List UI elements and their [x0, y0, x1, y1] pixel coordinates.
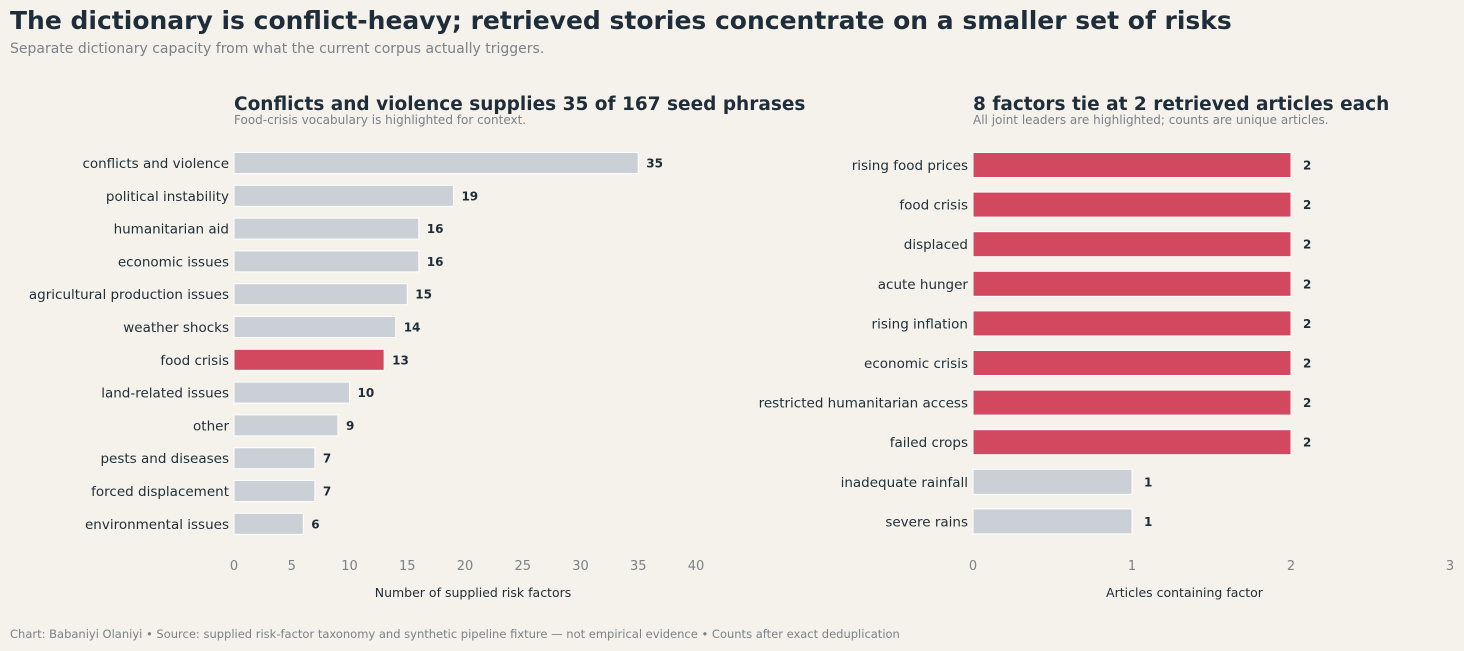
bar-highlighted	[972, 310, 1292, 337]
x-tick-label: 1	[1128, 559, 1136, 574]
bar	[233, 250, 420, 273]
bar-highlighted	[972, 389, 1292, 416]
chart-title: Conflicts and violence supplies 35 of 16…	[234, 94, 805, 115]
category-label: rising food prices	[852, 158, 968, 174]
category-label: agricultural production issues	[29, 287, 229, 303]
data-label: 19	[461, 189, 478, 203]
category-label: food crisis	[899, 198, 968, 214]
category-label: land-related issues	[101, 386, 229, 402]
bar-highlighted	[972, 270, 1292, 297]
retrieved-articles-chart: 8 factors tie at 2 retrieved articles ea…	[759, 94, 1455, 600]
data-label: 2	[1303, 277, 1311, 291]
bar	[233, 480, 316, 502]
x-tick-label: 5	[288, 559, 296, 574]
data-label: 1	[1144, 515, 1152, 529]
bar	[972, 508, 1133, 535]
bar	[233, 414, 339, 437]
category-label: humanitarian aid	[114, 222, 229, 238]
x-axis-label: Number of supplied risk factors	[375, 585, 572, 600]
category-label: inadequate rainfall	[841, 475, 968, 491]
x-tick-label: 0	[230, 559, 238, 574]
data-label: 14	[404, 321, 421, 335]
x-tick-label: 0	[969, 559, 977, 574]
category-label: food crisis	[160, 353, 229, 369]
bar	[233, 184, 454, 207]
data-label: 2	[1303, 317, 1311, 331]
bar	[233, 447, 316, 470]
data-label: 9	[346, 419, 354, 433]
bar-highlighted	[972, 152, 1292, 178]
category-label: restricted humanitarian access	[759, 396, 968, 412]
category-label: other	[193, 418, 229, 434]
data-label: 7	[323, 485, 331, 499]
page-title: The dictionary is conflict-heavy; retrie…	[10, 6, 1232, 35]
data-label: 35	[646, 157, 663, 171]
data-label: 2	[1303, 198, 1311, 212]
data-label: 2	[1303, 436, 1311, 450]
data-label: 15	[415, 288, 432, 302]
x-tick-label: 2	[1287, 559, 1295, 574]
data-label: 10	[358, 386, 375, 400]
bar-highlighted	[972, 350, 1292, 376]
x-tick-label: 15	[399, 559, 416, 574]
bar	[233, 316, 397, 338]
bar	[233, 381, 350, 404]
x-tick-label: 40	[688, 559, 705, 574]
data-label: 7	[323, 452, 331, 466]
category-label: pests and diseases	[100, 451, 229, 467]
page-subtitle: Separate dictionary capacity from what t…	[10, 41, 545, 57]
category-label: conflicts and violence	[82, 156, 229, 172]
bar-highlighted	[972, 191, 1292, 218]
category-label: economic crisis	[864, 356, 968, 372]
category-label: political instability	[106, 189, 229, 205]
x-tick-label: 3	[1446, 559, 1454, 574]
x-tick-label: 35	[630, 559, 647, 574]
category-label: severe rains	[885, 514, 968, 530]
category-label: failed crops	[890, 435, 968, 451]
bar	[972, 468, 1133, 495]
data-label: 1	[1144, 475, 1152, 489]
data-label: 16	[427, 222, 444, 236]
chart-title: 8 factors tie at 2 retrieved articles ea…	[973, 94, 1389, 115]
category-label: weather shocks	[123, 320, 229, 336]
category-label: rising inflation	[872, 316, 968, 332]
bar-highlighted	[972, 231, 1292, 258]
data-label: 6	[311, 517, 319, 531]
category-label: forced displacement	[91, 484, 229, 500]
chart-footer: Chart: Babaniyi Olaniyi • Source: suppli…	[10, 627, 900, 641]
x-axis-label: Articles containing factor	[1106, 585, 1264, 600]
category-label: displaced	[904, 237, 968, 253]
risk-factor-capacity-chart: Conflicts and violence supplies 35 of 16…	[29, 94, 806, 600]
data-label: 2	[1303, 396, 1311, 410]
x-tick-label: 10	[341, 559, 358, 574]
data-label: 13	[392, 353, 409, 367]
x-tick-label: 30	[572, 559, 589, 574]
data-label: 2	[1303, 357, 1311, 371]
bar	[233, 283, 408, 306]
chart-subtitle: All joint leaders are highlighted; count…	[973, 113, 1329, 127]
bar	[233, 512, 304, 535]
bar-highlighted	[972, 429, 1292, 456]
data-label: 2	[1303, 238, 1311, 252]
data-label: 2	[1303, 159, 1311, 173]
category-label: environmental issues	[85, 517, 229, 533]
bar	[233, 152, 639, 174]
bar-highlighted	[233, 348, 385, 371]
category-label: economic issues	[118, 254, 229, 270]
bar	[233, 217, 420, 240]
chart-subtitle: Food-crisis vocabulary is highlighted fo…	[234, 113, 526, 127]
x-tick-label: 20	[457, 559, 474, 574]
data-label: 16	[427, 255, 444, 269]
x-tick-label: 25	[514, 559, 531, 574]
category-label: acute hunger	[878, 277, 969, 293]
